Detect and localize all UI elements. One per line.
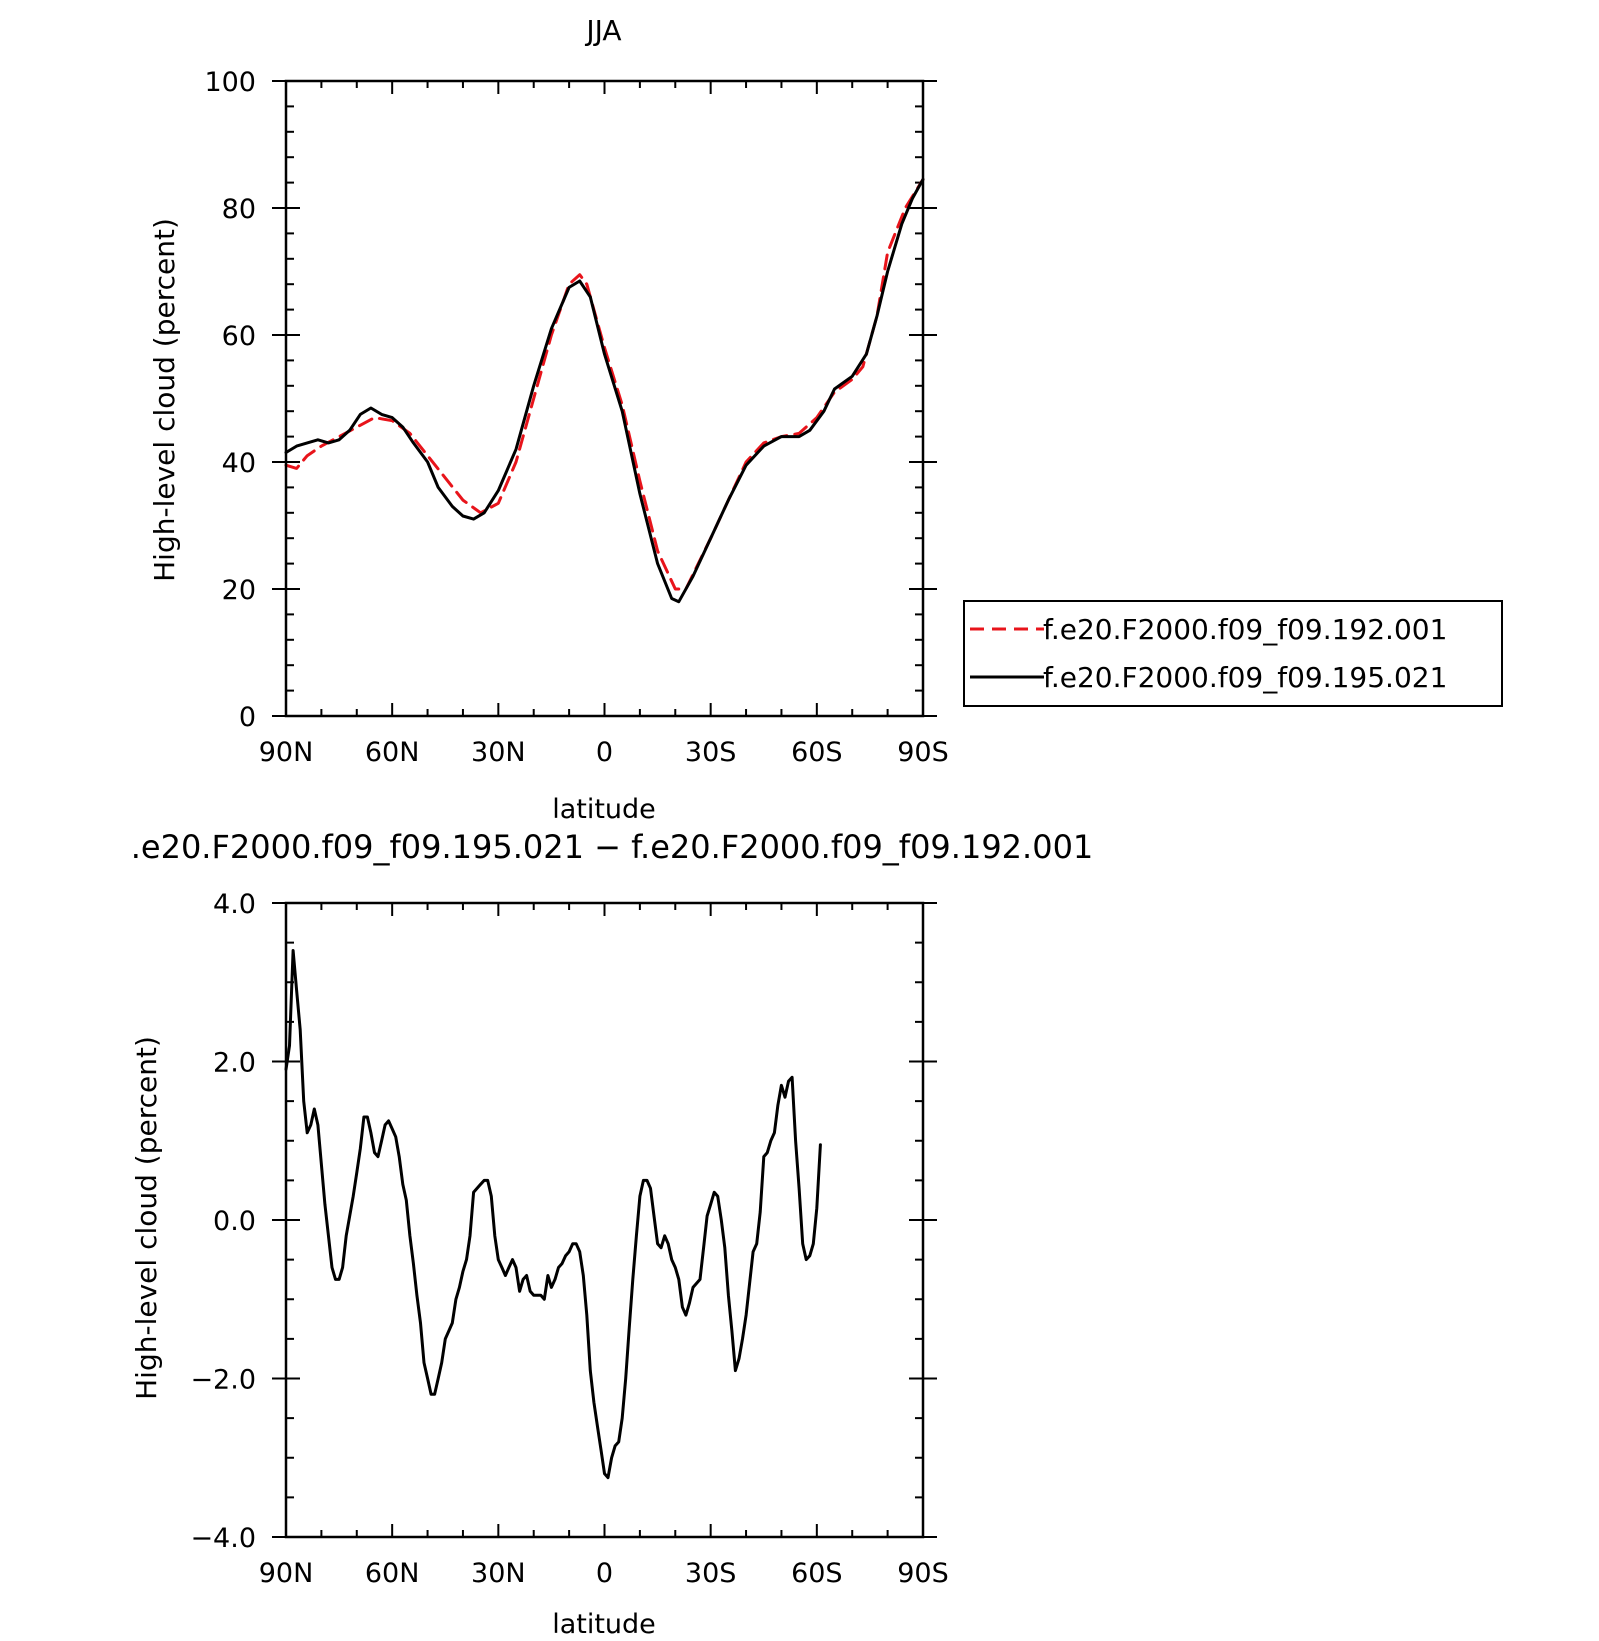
legend: f.e20.F2000.f09_f09.192.001 f.e20.F2000.… <box>963 600 1503 707</box>
bottom-xtick-label: 90S <box>897 1558 949 1589</box>
bottom-ytick-label: 2.0 <box>213 1048 256 1079</box>
bottom-chart: .e20.F2000.f09_f09.195.021 − f.e20.F2000… <box>130 828 1093 1640</box>
top-ytick-label: 40 <box>222 448 256 479</box>
bottom-series-lines <box>284 949 822 1480</box>
top-xtick-label: 90N <box>259 737 314 768</box>
bottom-xtick-label: 30S <box>685 1558 737 1589</box>
top-chart-ylabel: High-level cloud (percent) <box>148 218 181 582</box>
top-xtick-label: 90S <box>897 737 949 768</box>
bottom-chart-xlabel: latitude <box>552 1609 656 1640</box>
top-chart-xlabel: latitude <box>552 794 656 825</box>
bottom-ytick-label: 0.0 <box>213 1206 256 1237</box>
bottom-ytick-label: −2.0 <box>190 1365 256 1396</box>
bottom-xtick-label: 30N <box>471 1558 526 1589</box>
top-ytick-label: 20 <box>222 575 256 606</box>
top-series-line-0 <box>284 177 925 591</box>
top-axis-ticks: 90N 60N 30N 0 30S 60S 90S 0 20 40 60 80 100 <box>204 67 948 768</box>
bottom-chart-title: .e20.F2000.f09_f09.195.021 − f.e20.F2000… <box>131 828 1094 866</box>
bottom-ytick-label: −4.0 <box>190 1523 256 1554</box>
bottom-chart-ylabel: High-level cloud (percent) <box>130 1036 163 1400</box>
bottom-ytick-label: 4.0 <box>213 889 256 920</box>
top-chart: JJA High-level cloud (percent) latitude … <box>148 14 949 825</box>
legend-box <box>963 600 1503 707</box>
top-series-line-1 <box>284 177 925 604</box>
bottom-series-line-0 <box>284 949 822 1480</box>
legend-label-195-021: f.e20.F2000.f09_f09.195.021 <box>1043 661 1447 694</box>
top-xtick-label: 60N <box>365 737 420 768</box>
top-ytick-label: 0 <box>239 702 256 733</box>
bottom-axis-ticks: 90N 60N 30N 0 30S 60S 90S −4.0 −2.0 0.0 2.0 4.0 <box>190 889 948 1589</box>
bottom-plot-frame <box>284 901 925 1539</box>
top-ytick-label: 100 <box>204 67 256 98</box>
top-xtick-label: 0 <box>596 737 613 768</box>
bottom-xtick-label: 0 <box>596 1558 613 1589</box>
top-xtick-label: 60S <box>791 737 843 768</box>
top-ytick-label: 60 <box>222 321 256 352</box>
top-series-lines <box>284 177 925 604</box>
top-ytick-label: 80 <box>222 194 256 225</box>
bottom-xtick-label: 90N <box>259 1558 314 1589</box>
top-xtick-label: 30N <box>471 737 526 768</box>
top-chart-title: JJA <box>584 14 621 47</box>
bottom-xtick-label: 60N <box>365 1558 420 1589</box>
bottom-xtick-label: 60S <box>791 1558 843 1589</box>
top-plot-frame <box>284 79 925 718</box>
top-xtick-label: 30S <box>685 737 737 768</box>
legend-label-192-001: f.e20.F2000.f09_f09.192.001 <box>1043 613 1447 646</box>
